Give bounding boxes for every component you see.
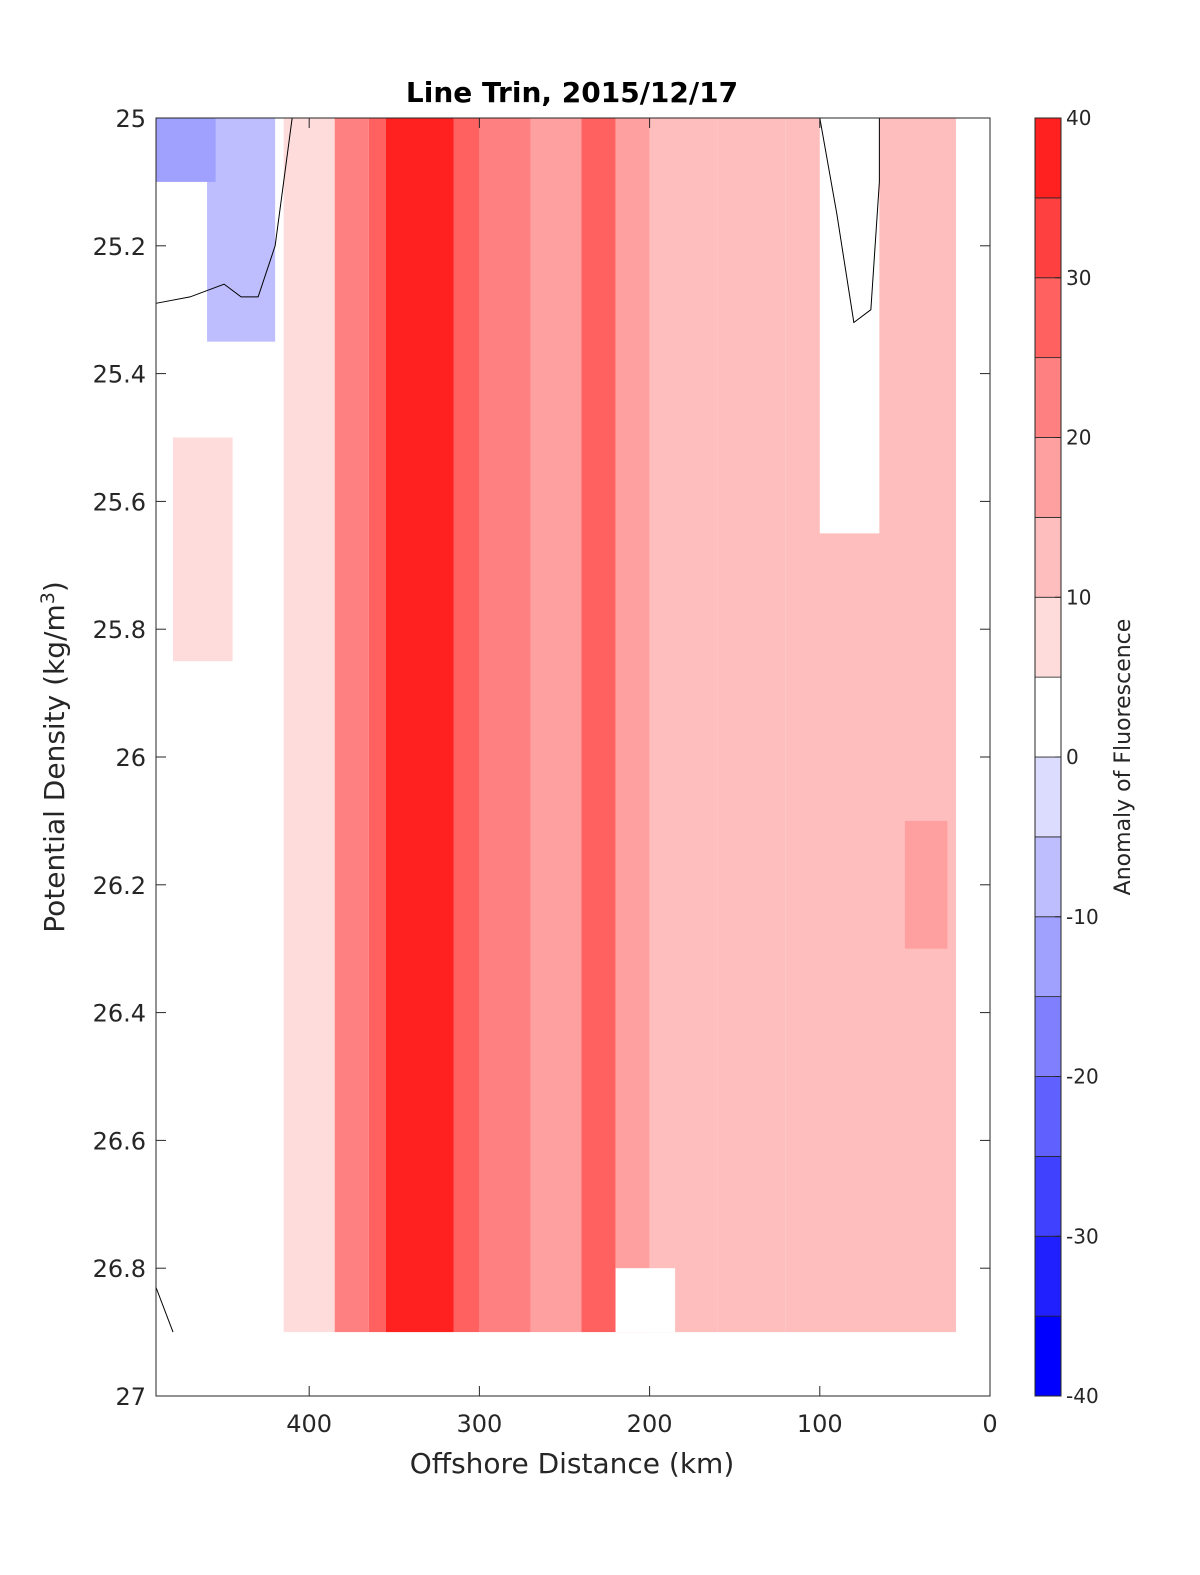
contour-patch-1 [156, 118, 216, 182]
colorbar-tick-label: -10 [1066, 905, 1099, 929]
colorbar-band [1034, 756, 1062, 838]
colorbar-tick-label: 20 [1066, 426, 1091, 450]
colorbar-band [1034, 676, 1062, 758]
y-axis-title-superscript: 3 [37, 592, 59, 604]
colorbar-tick-label: 10 [1066, 585, 1091, 609]
colorbar-band [1034, 357, 1062, 438]
contour-patch-0 [207, 118, 276, 342]
colorbar-band [1034, 996, 1062, 1077]
zero-contour-line-0 [155, 117, 293, 304]
contour-column-7 [581, 118, 616, 1333]
contour-column-1 [334, 118, 369, 1333]
y-tick-label: 26 [115, 744, 146, 772]
x-tick-label: 100 [797, 1410, 843, 1438]
colorbar-title: Anomaly of Fluorescence [1111, 619, 1136, 896]
x-tick-label: 400 [286, 1410, 332, 1438]
y-tick-label: 25.6 [93, 488, 146, 516]
y-axis: 25 25.2 25.4 25.6 25.8 26 26.2 26.4 26.6 26.8 27 [93, 105, 990, 1411]
colorbar-tick-label: -40 [1066, 1384, 1099, 1408]
colorbar-band [1034, 277, 1062, 359]
contour-patch-4 [904, 820, 948, 949]
colorbar-ticks: -40 -30 -20 -10 0 10 20 30 40 [1055, 106, 1099, 1408]
contour-column-9 [649, 118, 718, 1333]
chart-title: Line Trin, 2015/12/17 [406, 76, 738, 109]
contour-column-4 [453, 118, 480, 1333]
contour-column-8 [615, 118, 650, 1333]
contour-patch-5 [615, 1268, 676, 1333]
contour-column-0 [283, 118, 335, 1333]
zero-contour-lines [155, 117, 880, 1333]
colorbar-band [1034, 596, 1062, 678]
y-tick-label: 25.2 [93, 233, 146, 261]
colorbar-band [1034, 516, 1062, 598]
colorbar-band [1034, 1235, 1062, 1317]
zero-contour-line-2 [155, 1287, 174, 1333]
y-tick-label: 27 [115, 1383, 146, 1411]
colorbar-tick-label: 0 [1066, 745, 1079, 769]
y-tick-label: 26.8 [93, 1255, 146, 1283]
y-axis-title: Potential Density (kg/m3) [37, 581, 71, 933]
x-tick-label: 0 [982, 1410, 997, 1438]
y-tick-label: 26.4 [93, 1000, 146, 1028]
colorbar-band [1034, 117, 1062, 199]
contour-column-3 [385, 118, 454, 1333]
colorbar-tick-label: -30 [1066, 1224, 1099, 1248]
y-tick-label: 25 [115, 105, 146, 133]
x-axis-title: Offshore Distance (km) [410, 1447, 735, 1480]
fill-layer [156, 118, 956, 1333]
y-tick-label: 26.2 [93, 872, 146, 900]
y-tick-label: 25.8 [93, 616, 146, 644]
zero-contour-line-1 [819, 117, 880, 324]
plot-area: 400 300 200 100 0 25 25.2 25.4 25.6 25.8 26 26.2 26… [93, 105, 998, 1438]
contour-column-5 [479, 118, 531, 1333]
y-axis-title-close: ) [38, 581, 71, 592]
colorbar: -40 -30 -20 -10 0 10 20 30 40 [1034, 106, 1099, 1408]
y-axis-title-main: Potential Density (kg/m [38, 604, 71, 933]
colorbar-band [1034, 437, 1062, 518]
colorbar-band [1034, 836, 1062, 918]
colorbar-band [1034, 1315, 1062, 1397]
x-tick-label: 300 [456, 1410, 502, 1438]
colorbar-band [1034, 1155, 1062, 1237]
contour-column-2 [368, 118, 386, 1333]
colorbar-tick-label: 30 [1066, 266, 1091, 290]
y-tick-label: 26.6 [93, 1127, 146, 1155]
colorbar-band [1034, 916, 1062, 998]
colorbar-bands [1034, 117, 1062, 1397]
x-axis: 400 300 200 100 0 [286, 118, 998, 1438]
colorbar-band [1034, 197, 1062, 279]
x-tick-label: 200 [627, 1410, 673, 1438]
contour-patch-3 [819, 118, 880, 534]
colorbar-band [1034, 1076, 1062, 1157]
contour-patch-2 [173, 437, 233, 662]
colorbar-tick-label: -20 [1066, 1065, 1099, 1089]
y-tick-label: 25.4 [93, 361, 146, 389]
contour-column-6 [530, 118, 582, 1333]
contour-column-10 [717, 118, 786, 1333]
colorbar-tick-label: 40 [1066, 106, 1091, 130]
